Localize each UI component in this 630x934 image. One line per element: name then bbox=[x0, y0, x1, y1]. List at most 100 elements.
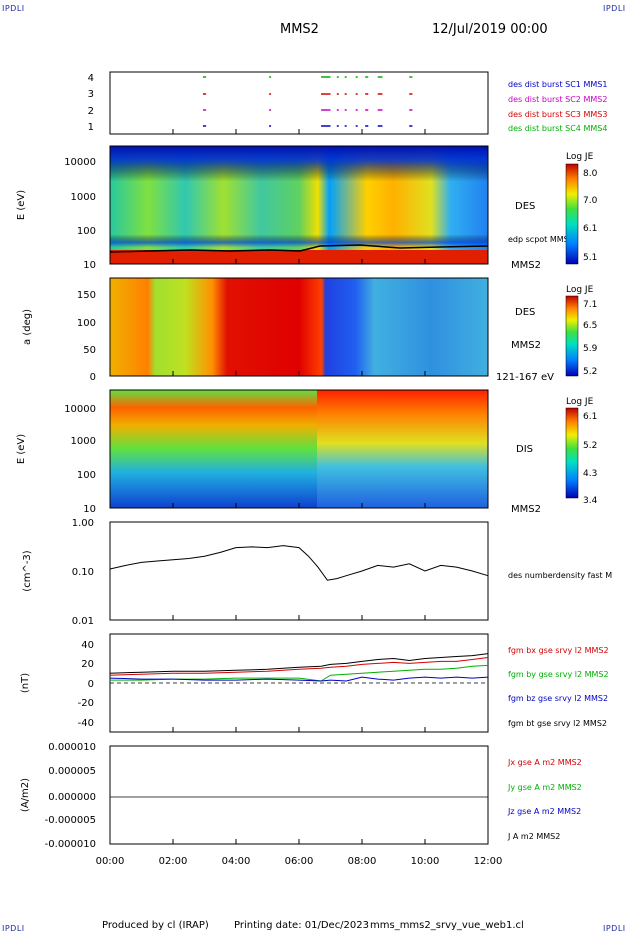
dis-energy-ytick-100: 100 bbox=[77, 470, 96, 481]
dis-energy-sc-label: MMS2 bbox=[511, 504, 541, 515]
bfield-line-2 bbox=[109, 676, 489, 682]
spacecraft-title: MMS2 bbox=[280, 22, 319, 37]
current-ytick-4: -0.000010 bbox=[45, 839, 96, 850]
density-ytick-0.01: 0.01 bbox=[72, 616, 94, 627]
mms-summary-plot: 4 3 2 1 des dist burst SC1 MMS1 des dist… bbox=[16, 71, 612, 867]
time-tick-label: 08:00 bbox=[348, 856, 377, 867]
density-ytick-1: 1.00 bbox=[72, 518, 94, 529]
dis-energy-cbar-tick-2: 4.3 bbox=[583, 469, 597, 479]
time-axis: 00:00 02:00 04:00 06:00 08:00 10:00 12:00 bbox=[96, 129, 503, 867]
dis-energy-panel: E (eV) 10000 1000 100 10 DIS MMS2 Log JE… bbox=[16, 389, 598, 515]
bfield-ylabel: (nT) bbox=[20, 673, 31, 693]
bfield-legend-bt: fgm bt gse srvy l2 MMS2 bbox=[508, 719, 607, 728]
density-legend: des numberdensity fast M bbox=[508, 571, 612, 580]
density-line bbox=[109, 545, 489, 581]
time-tick-label: 00:00 bbox=[96, 856, 125, 867]
burst-panel-frame bbox=[109, 71, 489, 135]
burst-ytick-1: 1 bbox=[88, 122, 94, 133]
scpot-trace bbox=[109, 244, 489, 253]
dis-energy-ytick-10000: 10000 bbox=[64, 404, 96, 415]
date-title: 12/Jul/2019 00:00 bbox=[432, 22, 548, 37]
des-energy-ytick-10: 10 bbox=[83, 260, 96, 271]
burst-legend-sc3: des dist burst SC3 MMS3 bbox=[508, 110, 607, 119]
density-panel: (cm^-3) 1.00 0.10 0.01 des numberdensity… bbox=[22, 518, 612, 627]
pitch-ytick-100: 100 bbox=[77, 318, 96, 329]
current-ytick-0: 0.000010 bbox=[48, 742, 96, 753]
current-legend-jz: Jz gse A m2 MMS2 bbox=[507, 807, 581, 816]
current-panel: (A/m2) 0.000010 0.000005 0.000000 -0.000… bbox=[20, 742, 582, 850]
pitch-cbar-tick-1: 6.5 bbox=[583, 321, 597, 331]
pitch-ytick-0: 0 bbox=[90, 372, 96, 383]
des-energy-ytick-100: 100 bbox=[77, 226, 96, 237]
dis-energy-colorbar-title: Log JE bbox=[566, 397, 594, 407]
scpot-label: edp scpot MMS2 bbox=[508, 235, 574, 244]
corner-label-top-right: IPDLI bbox=[603, 4, 626, 13]
des-energy-cbar-tick-3: 5.1 bbox=[583, 253, 597, 263]
des-energy-cbar-tick-0: 8.0 bbox=[583, 169, 598, 179]
des-energy-ytick-1000: 1000 bbox=[71, 192, 96, 203]
pitch-cbar-tick-2: 5.9 bbox=[583, 344, 598, 354]
pitch-ylabel: a (deg) bbox=[22, 309, 33, 345]
dis-energy-ylabel: E (eV) bbox=[16, 434, 27, 464]
current-frame bbox=[109, 745, 489, 845]
burst-ytick-2: 2 bbox=[88, 106, 94, 117]
pitch-cbar-tick-0: 7.1 bbox=[583, 300, 597, 310]
burst-legend-sc2: des dist burst SC2 MMS2 bbox=[508, 95, 607, 104]
current-legend-jx: Jx gse A m2 MMS2 bbox=[507, 758, 582, 767]
des-low-energy-band bbox=[110, 250, 488, 264]
pitch-colorbar-title: Log JE bbox=[566, 285, 594, 295]
burst-legend-sc4: des dist burst SC4 MMS4 bbox=[508, 124, 607, 133]
des-energy-colorbar-title: Log JE bbox=[566, 152, 594, 162]
footer-filename: mms_mms2_srvy_vue_web1.cl bbox=[370, 920, 524, 931]
bfield-ytick-40: 40 bbox=[81, 640, 94, 651]
burst-ytick-3: 3 bbox=[88, 89, 94, 100]
footer-produced: Produced by cl (IRAP) bbox=[102, 920, 209, 931]
des-energy-label: DES bbox=[515, 201, 535, 212]
pitch-energy-label: 121-167 eV bbox=[496, 372, 554, 383]
time-tick-label: 02:00 bbox=[159, 856, 188, 867]
dis-energy-image-left bbox=[110, 390, 317, 508]
burst-legend-sc1: des dist burst SC1 MMS1 bbox=[508, 80, 607, 89]
current-legend-jy: Jy gse A m2 MMS2 bbox=[507, 783, 582, 792]
burst-ytick-4: 4 bbox=[88, 73, 94, 84]
pitch-ytick-150: 150 bbox=[77, 290, 96, 301]
dis-energy-ytick-1000: 1000 bbox=[71, 436, 96, 447]
footer-printing-date: Printing date: 01/Dec/2023 bbox=[234, 920, 370, 931]
des-energy-ytick-10000: 10000 bbox=[64, 157, 96, 168]
bfield-ytick-20: 20 bbox=[81, 659, 94, 670]
des-energy-ylabel: E (eV) bbox=[16, 190, 27, 220]
pitch-ytick-50: 50 bbox=[83, 345, 96, 356]
density-series bbox=[109, 545, 489, 581]
bfield-ytick-minus40: -40 bbox=[78, 718, 94, 729]
bfield-legend-bx: fgm bx gse srvy l2 MMS2 bbox=[508, 646, 609, 655]
bfield-line-1 bbox=[110, 664, 489, 682]
density-ytick-0.1: 0.10 bbox=[72, 567, 94, 578]
time-tick-label: 12:00 bbox=[474, 856, 503, 867]
bfield-panel: (nT) 40 20 0 -20 -40 fgm bx gse srvy l2 … bbox=[20, 633, 609, 733]
corner-label-top-left: IPDLI bbox=[2, 4, 25, 13]
pitch-cbar-tick-3: 5.2 bbox=[583, 367, 597, 377]
current-ytick-3: -0.000005 bbox=[45, 815, 96, 826]
bfield-line-3 bbox=[109, 653, 489, 674]
corner-label-bottom-right: IPDLI bbox=[603, 924, 626, 933]
dis-energy-label: DIS bbox=[516, 444, 533, 455]
corner-label-bottom-left: IPDLI bbox=[2, 924, 25, 933]
burst-panel: 4 3 2 1 des dist burst SC1 MMS1 des dist… bbox=[88, 71, 607, 135]
time-tick-label: 06:00 bbox=[285, 856, 314, 867]
pitch-image bbox=[110, 278, 488, 376]
bfield-legend-bz: fgm bz gse srvy l2 MMS2 bbox=[508, 694, 608, 703]
dis-energy-cbar-tick-0: 6.1 bbox=[583, 412, 597, 422]
bfield-legend-by: fgm by gse srvy l2 MMS2 bbox=[508, 670, 609, 679]
bfield-ytick-minus20: -20 bbox=[78, 698, 94, 709]
dis-energy-image-right bbox=[317, 390, 488, 508]
burst-marks bbox=[202, 76, 413, 127]
des-energy-sc-label: MMS2 bbox=[511, 260, 541, 271]
bfield-ytick-0: 0 bbox=[88, 679, 94, 690]
pitch-sc-label: MMS2 bbox=[511, 340, 541, 351]
pitch-colorbar bbox=[565, 295, 579, 377]
density-frame bbox=[109, 521, 489, 621]
current-ytick-2: 0.000000 bbox=[48, 792, 96, 803]
current-ytick-1: 0.000005 bbox=[48, 766, 96, 777]
dis-energy-cbar-tick-1: 5.2 bbox=[583, 441, 597, 451]
des-pitch-panel: a (deg) 150 100 50 0 DES MMS2 121-167 eV… bbox=[22, 277, 598, 383]
